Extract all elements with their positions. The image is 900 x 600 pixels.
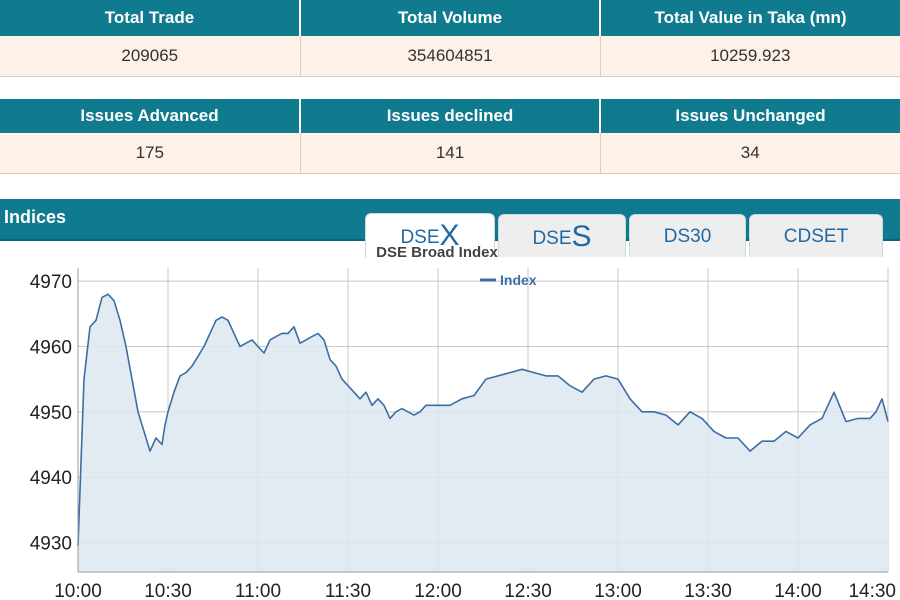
tab-dses-suffix: S [571, 220, 592, 253]
tab-cdset[interactable]: CDSET [749, 214, 883, 257]
x-tick-label: 14:30 [848, 581, 896, 600]
tab-cdset-label: CDSET [783, 226, 849, 247]
total-volume-value: 354604851 [300, 36, 601, 77]
x-tick-label: 13:00 [594, 581, 642, 600]
y-tick-label: 4960 [30, 337, 72, 358]
x-tick-label: 12:00 [414, 581, 462, 600]
table-row: 209065 354604851 10259.923 [0, 36, 900, 77]
total-value-value: 10259.923 [600, 36, 900, 77]
issues-declined-header: Issues declined [300, 99, 601, 133]
x-tick-label: 11:30 [325, 581, 371, 600]
x-tick-label: 10:30 [144, 581, 192, 600]
indices-title: Indices [4, 207, 67, 227]
issues-table: Issues Advanced Issues declined Issues U… [0, 99, 900, 174]
tab-ds30-label: DS30 [663, 226, 712, 247]
y-tick-label: 4970 [30, 272, 72, 293]
index-area [78, 294, 888, 572]
x-tick-label: 11:00 [235, 581, 281, 600]
y-tick-label: 4930 [30, 534, 72, 555]
total-volume-header: Total Volume [300, 0, 601, 36]
total-trade-header: Total Trade [0, 0, 301, 36]
y-tick-label: 4940 [30, 468, 72, 489]
market-summary-table: Total Trade Total Volume Total Value in … [0, 0, 900, 77]
tab-dses[interactable]: DSES [498, 214, 626, 257]
index-chart: 4930 4940 4950 4960 4970 10:00 10:30 11:00 11:30… [30, 244, 896, 600]
tab-ds30[interactable]: DS30 [629, 214, 746, 257]
tab-dsex-prefix: DSE [400, 227, 440, 248]
issues-unchanged-value: 34 [600, 133, 900, 174]
total-value-header: Total Value in Taka (mn) [600, 0, 900, 36]
tab-dsex[interactable]: DSEX [365, 213, 495, 258]
issues-advanced-value: 175 [0, 133, 301, 174]
issues-declined-value: 141 [300, 133, 601, 174]
tab-dsex-suffix: X [439, 219, 460, 252]
x-tick-label: 12:30 [504, 581, 552, 600]
chart-title: DSE Broad Index [376, 244, 498, 261]
legend-label: Index [500, 272, 537, 288]
x-tick-label: 14:00 [774, 581, 822, 600]
tab-dses-prefix: DSE [532, 228, 572, 249]
index-series-line [77, 293, 889, 546]
x-tick-label: 10:00 [54, 581, 102, 600]
x-tick-label: 13:30 [684, 581, 732, 600]
issues-advanced-header: Issues Advanced [0, 99, 301, 133]
issues-unchanged-header: Issues Unchanged [600, 99, 900, 133]
y-tick-label: 4950 [30, 403, 72, 424]
legend: Index [480, 272, 537, 288]
total-trade-value: 209065 [0, 36, 301, 77]
table-row: 175 141 34 [0, 133, 900, 174]
